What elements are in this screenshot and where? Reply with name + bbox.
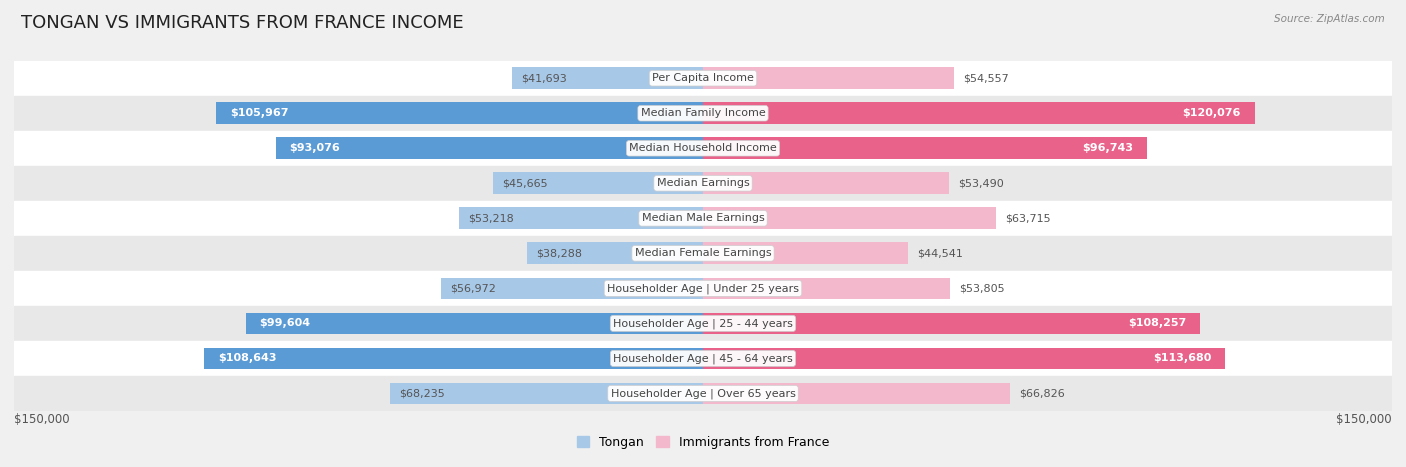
Bar	[527, 242, 703, 264]
Text: $99,604: $99,604	[259, 318, 311, 328]
Bar	[14, 131, 1392, 166]
Text: $108,257: $108,257	[1128, 318, 1187, 328]
Text: $66,826: $66,826	[1019, 389, 1064, 398]
Text: $44,541: $44,541	[917, 248, 963, 258]
Text: Median Family Income: Median Family Income	[641, 108, 765, 118]
Text: $150,000: $150,000	[1336, 413, 1392, 426]
Text: $54,557: $54,557	[963, 73, 1008, 83]
Text: $53,490: $53,490	[957, 178, 1004, 188]
Text: Householder Age | 45 - 64 years: Householder Age | 45 - 64 years	[613, 353, 793, 364]
Bar	[14, 376, 1392, 411]
Bar	[14, 306, 1392, 341]
Text: Source: ZipAtlas.com: Source: ZipAtlas.com	[1274, 14, 1385, 24]
Bar	[204, 347, 703, 369]
Text: $41,693: $41,693	[520, 73, 567, 83]
Text: $56,972: $56,972	[450, 283, 496, 293]
Text: $63,715: $63,715	[1005, 213, 1050, 223]
Text: $53,218: $53,218	[468, 213, 513, 223]
Text: $53,805: $53,805	[959, 283, 1005, 293]
Bar	[703, 137, 1147, 159]
Bar	[441, 277, 703, 299]
Text: $120,076: $120,076	[1182, 108, 1240, 118]
Bar	[14, 271, 1392, 306]
Text: Median Household Income: Median Household Income	[628, 143, 778, 153]
Bar	[703, 172, 949, 194]
Bar	[703, 242, 908, 264]
Text: Per Capita Income: Per Capita Income	[652, 73, 754, 83]
Text: $45,665: $45,665	[502, 178, 548, 188]
Text: TONGAN VS IMMIGRANTS FROM FRANCE INCOME: TONGAN VS IMMIGRANTS FROM FRANCE INCOME	[21, 14, 464, 32]
Text: Householder Age | Over 65 years: Householder Age | Over 65 years	[610, 388, 796, 399]
Bar	[246, 312, 703, 334]
Bar	[703, 347, 1225, 369]
Bar	[512, 67, 703, 89]
Bar	[14, 96, 1392, 131]
Bar	[14, 166, 1392, 201]
Bar	[217, 102, 703, 124]
Text: $150,000: $150,000	[14, 413, 70, 426]
Text: Median Male Earnings: Median Male Earnings	[641, 213, 765, 223]
Bar	[14, 236, 1392, 271]
Bar	[14, 201, 1392, 236]
Bar	[703, 67, 953, 89]
Bar	[703, 277, 950, 299]
Bar	[703, 102, 1254, 124]
Text: Median Female Earnings: Median Female Earnings	[634, 248, 772, 258]
Bar	[458, 207, 703, 229]
Bar	[703, 382, 1010, 404]
Text: $108,643: $108,643	[218, 354, 277, 363]
Bar	[14, 341, 1392, 376]
Text: Householder Age | 25 - 44 years: Householder Age | 25 - 44 years	[613, 318, 793, 329]
Text: $113,680: $113,680	[1153, 354, 1212, 363]
Text: $96,743: $96,743	[1083, 143, 1133, 153]
Bar	[494, 172, 703, 194]
Bar	[389, 382, 703, 404]
Text: $38,288: $38,288	[536, 248, 582, 258]
Bar	[703, 312, 1201, 334]
Text: $68,235: $68,235	[399, 389, 444, 398]
Legend: Tongan, Immigrants from France: Tongan, Immigrants from France	[572, 431, 834, 454]
Text: $105,967: $105,967	[231, 108, 288, 118]
Bar	[14, 61, 1392, 96]
Bar	[276, 137, 703, 159]
Text: $93,076: $93,076	[290, 143, 340, 153]
Bar	[703, 207, 995, 229]
Text: Median Earnings: Median Earnings	[657, 178, 749, 188]
Text: Householder Age | Under 25 years: Householder Age | Under 25 years	[607, 283, 799, 294]
